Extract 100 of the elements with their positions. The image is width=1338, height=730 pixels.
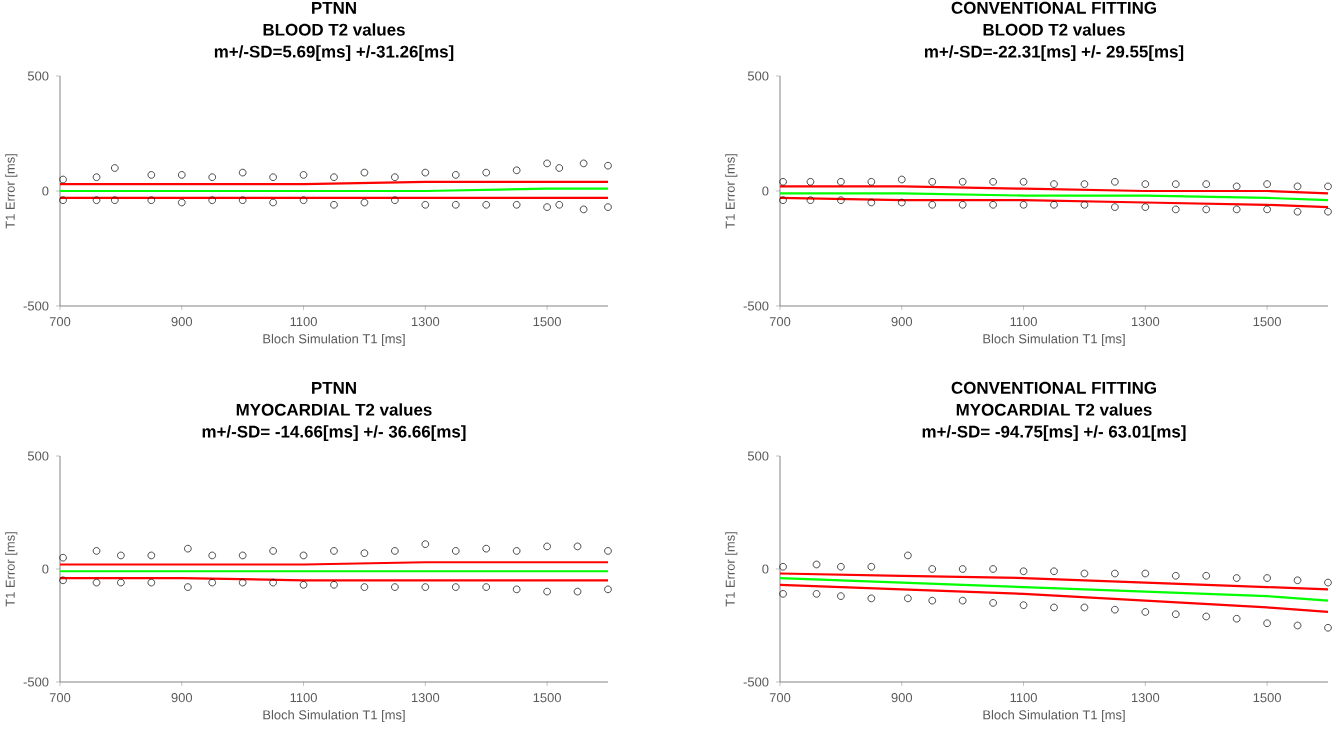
- point: [330, 201, 338, 209]
- point: [958, 565, 967, 573]
- point: [59, 553, 67, 562]
- point: [1050, 180, 1058, 188]
- point: [1080, 603, 1089, 612]
- point: [604, 161, 612, 170]
- point: [59, 175, 67, 184]
- point: [421, 583, 430, 591]
- point: [867, 594, 876, 603]
- point: [238, 196, 247, 204]
- text: m+/-SD=-22.31[ms] +/- 29.55[ms]: [924, 45, 1184, 61]
- point: [579, 159, 588, 168]
- point: [779, 178, 787, 186]
- point: [1111, 178, 1119, 186]
- point: [573, 542, 582, 551]
- point: [1293, 207, 1302, 216]
- point: [482, 201, 490, 209]
- point: [512, 201, 521, 209]
- point: [1141, 180, 1150, 188]
- point: [904, 551, 912, 560]
- point: [837, 592, 845, 600]
- point: [208, 578, 216, 587]
- point: [806, 178, 815, 186]
- point: [1263, 619, 1271, 627]
- chart-subtitle: BLOOD T2 values: [983, 23, 1125, 36]
- point: [178, 171, 186, 179]
- point: [928, 565, 936, 573]
- point: [92, 196, 101, 204]
- point: [867, 198, 876, 207]
- point: [1293, 621, 1302, 630]
- point: [958, 201, 967, 209]
- point: [1019, 567, 1028, 575]
- point: [812, 590, 821, 598]
- chart-title: PTNN: [312, 1, 356, 14]
- chart-subtitle: MYOCARDIAL T2 values: [236, 403, 432, 416]
- point: [1263, 180, 1271, 188]
- point: [111, 164, 119, 172]
- point: [1050, 201, 1058, 209]
- point: [92, 547, 101, 555]
- point: [1080, 180, 1089, 188]
- point: [360, 583, 369, 591]
- point: [779, 196, 787, 204]
- point: [579, 205, 588, 214]
- point: [904, 594, 912, 603]
- point: [837, 196, 845, 204]
- point: [958, 178, 967, 186]
- line-series: [780, 572, 1328, 591]
- point: [512, 166, 521, 175]
- point: [1019, 178, 1028, 186]
- point: [111, 196, 119, 204]
- point: [147, 551, 156, 560]
- point: [482, 583, 490, 591]
- point: [555, 164, 564, 172]
- point: [452, 547, 460, 555]
- point: [989, 599, 997, 607]
- point: [178, 198, 186, 207]
- point: [269, 198, 277, 207]
- point: [360, 168, 369, 177]
- point: [299, 551, 308, 560]
- point: [1232, 182, 1241, 191]
- point: [898, 198, 906, 207]
- point: [812, 560, 821, 569]
- point: [543, 159, 551, 168]
- chart-subtitle: MYOCARDIAL T2 values: [956, 403, 1152, 416]
- point: [1232, 205, 1241, 214]
- point: [117, 578, 125, 587]
- point: [1263, 205, 1271, 214]
- point: [1293, 182, 1302, 191]
- point: [779, 590, 787, 598]
- chart-title: CONVENTIONAL FITTING: [951, 381, 1156, 394]
- point: [452, 583, 460, 591]
- point: [421, 201, 430, 209]
- chart-subtitle: BLOOD T2 values: [263, 23, 405, 36]
- point: [928, 201, 936, 209]
- point: [1324, 182, 1332, 191]
- point: [512, 585, 521, 594]
- point: [269, 173, 277, 181]
- point: [989, 201, 997, 209]
- point: [1080, 201, 1089, 209]
- point: [482, 544, 490, 553]
- point: [391, 583, 399, 591]
- point: [299, 171, 308, 179]
- point: [1019, 601, 1028, 609]
- point: [989, 565, 997, 573]
- point: [1080, 569, 1089, 578]
- point: [1324, 624, 1332, 632]
- point: [184, 544, 192, 553]
- point: [299, 196, 308, 204]
- text: m+/-SD=5.69[ms] +/-31.26[ms]: [214, 45, 454, 61]
- point: [330, 581, 338, 589]
- point: [208, 196, 216, 204]
- point: [1019, 201, 1028, 209]
- point: [421, 168, 430, 177]
- point: [360, 198, 369, 207]
- point: [806, 196, 815, 204]
- point: [1202, 612, 1210, 621]
- point: [898, 175, 906, 184]
- point: [147, 196, 156, 204]
- point: [238, 551, 247, 560]
- point: [208, 551, 216, 560]
